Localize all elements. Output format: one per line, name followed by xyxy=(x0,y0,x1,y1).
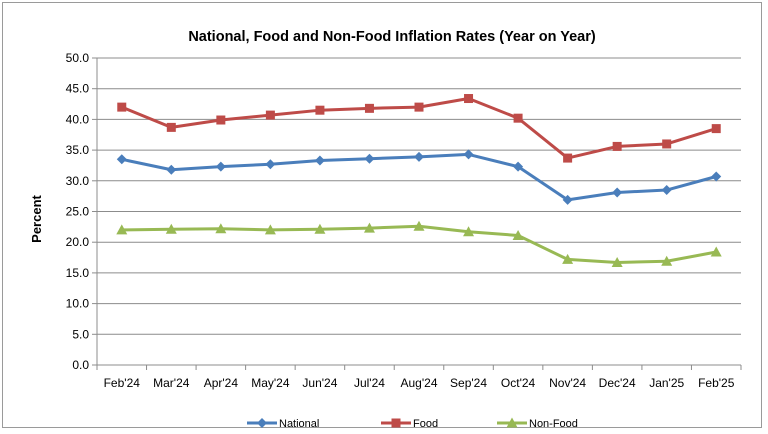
data-point-non-food xyxy=(116,224,128,235)
x-tick-label: Feb'25 xyxy=(698,376,735,390)
data-point-food xyxy=(166,122,176,132)
x-tick-label: May'24 xyxy=(251,376,290,390)
data-point-non-food xyxy=(512,229,524,240)
x-tick-labels: Feb'24 Mar'24 Apr'24 May'24 Jun'24 Jul'24 Aug'… xyxy=(104,376,735,390)
series-line-non-food xyxy=(121,224,717,264)
data-point-food xyxy=(216,115,226,125)
x-tick-label: Nov'24 xyxy=(549,376,586,390)
x-tick-label: Jun'24 xyxy=(302,376,337,390)
data-point-non-food xyxy=(710,246,722,257)
y-tick-label: 40.0 xyxy=(66,112,90,126)
x-tick-label: Sep'24 xyxy=(450,376,487,390)
data-point-national xyxy=(215,161,226,172)
axes xyxy=(92,57,742,370)
data-point-national xyxy=(314,155,325,166)
x-tick-label: Mar'24 xyxy=(153,376,190,390)
data-point-national xyxy=(711,171,722,182)
data-point-non-food xyxy=(215,223,227,234)
data-point-non-food xyxy=(463,226,475,237)
x-tick-label: Apr'24 xyxy=(204,376,239,390)
gridlines xyxy=(97,57,741,335)
data-point-food xyxy=(711,124,721,134)
x-tick-label: Aug'24 xyxy=(401,376,438,390)
y-tick-label: 15.0 xyxy=(66,266,90,280)
legend-label: Non-Food xyxy=(529,418,578,429)
legend-label: National xyxy=(279,418,319,429)
data-point-food xyxy=(464,94,474,104)
data-point-national xyxy=(116,154,127,165)
series-food xyxy=(117,94,721,163)
y-tick-label: 20.0 xyxy=(66,235,90,249)
data-point-national xyxy=(562,194,573,205)
series-lines xyxy=(116,94,722,267)
y-tick-label: 45.0 xyxy=(66,82,90,96)
data-point-national xyxy=(265,159,276,170)
data-point-non-food xyxy=(314,223,326,234)
legend-swatch-marker xyxy=(257,418,267,428)
line-chart: National, Food and Non-Food Inflation Ra… xyxy=(29,29,742,430)
chart-title: National, Food and Non-Food Inflation Ra… xyxy=(188,29,596,45)
legend-swatch-marker xyxy=(391,418,401,428)
y-tick-label: 5.0 xyxy=(72,327,89,341)
data-point-national xyxy=(513,161,524,172)
x-tick-label: Feb'24 xyxy=(104,376,141,390)
data-point-non-food xyxy=(661,255,673,266)
x-tick-label: Jul'24 xyxy=(354,376,385,390)
data-point-national xyxy=(661,185,672,196)
y-tick-label: 50.0 xyxy=(66,51,90,65)
legend-item-non-food: Non-Food xyxy=(497,417,578,430)
data-point-non-food xyxy=(165,223,177,234)
data-point-national xyxy=(463,149,474,160)
x-tick-label: Dec'24 xyxy=(599,376,636,390)
data-point-food xyxy=(563,153,573,163)
series-non-food xyxy=(116,220,722,267)
data-point-non-food xyxy=(264,224,276,235)
data-point-food xyxy=(414,102,424,112)
y-axis-label: Percent xyxy=(29,194,44,242)
data-point-food xyxy=(364,103,374,113)
data-point-non-food xyxy=(363,222,375,233)
data-point-food xyxy=(612,141,622,151)
data-point-food xyxy=(265,110,275,120)
legend: National Food Non-Food xyxy=(247,417,578,430)
data-point-non-food xyxy=(413,220,425,231)
data-point-non-food xyxy=(611,256,623,267)
data-point-national xyxy=(166,164,177,175)
y-tick-label: 35.0 xyxy=(66,143,90,157)
x-tick-label: Oct'24 xyxy=(501,376,536,390)
data-point-food xyxy=(315,105,325,115)
data-point-non-food xyxy=(562,253,574,264)
y-tick-labels: 0.0 5.0 10.0 15.0 20.0 25.0 30.0 35.0 40.0 45.0 50… xyxy=(66,51,90,372)
y-tick-label: 10.0 xyxy=(66,297,90,311)
legend-item-food: Food xyxy=(381,418,438,430)
x-tick-label: Jan'25 xyxy=(649,376,684,390)
data-point-national xyxy=(364,153,375,164)
legend-label: Food xyxy=(413,418,438,429)
series-national xyxy=(116,149,722,205)
data-point-food xyxy=(117,102,127,112)
y-tick-label: 25.0 xyxy=(66,205,90,219)
y-tick-label: 30.0 xyxy=(66,174,90,188)
data-point-national xyxy=(414,151,424,162)
legend-item-national: National xyxy=(247,418,319,430)
y-tick-label: 0.0 xyxy=(72,358,89,372)
data-point-national xyxy=(612,187,623,198)
legend-swatch-marker xyxy=(506,417,518,428)
chart-frame: National, Food and Non-Food Inflation Ra… xyxy=(2,2,762,430)
data-point-food xyxy=(662,139,672,149)
data-point-food xyxy=(513,113,523,123)
